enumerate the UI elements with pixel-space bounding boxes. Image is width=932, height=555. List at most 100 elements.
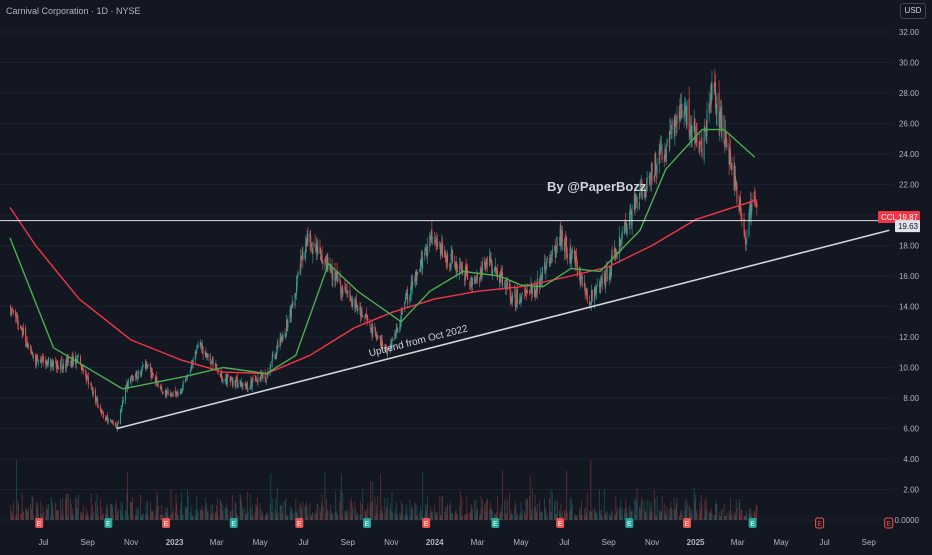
volume-bar (236, 515, 238, 520)
candle-body (412, 281, 414, 287)
volume-bar (301, 515, 303, 520)
candle-body (729, 152, 731, 165)
candle-body (62, 367, 64, 369)
candle-body (30, 348, 32, 355)
candle-body (50, 364, 52, 367)
volume-bar (618, 509, 620, 520)
volume-bar (65, 498, 67, 520)
volume-bar (305, 506, 307, 520)
volume-bar (476, 509, 478, 520)
candle-body (77, 355, 79, 363)
candle-body (65, 359, 67, 370)
volume-bar (25, 508, 27, 520)
volume-bar (339, 502, 341, 520)
volume-bar (20, 513, 22, 520)
candle-body (287, 320, 289, 328)
candle-body (421, 257, 423, 270)
volume-bar (475, 499, 477, 520)
candle-body (212, 359, 214, 364)
earnings-marker[interactable] (625, 518, 634, 528)
earnings-marker[interactable] (748, 518, 757, 528)
candle-body (65, 364, 67, 368)
candle-body (549, 258, 551, 267)
volume-bar (375, 504, 377, 520)
candle-body (290, 304, 292, 317)
candle-body (164, 390, 166, 394)
earnings-marker[interactable] (295, 518, 304, 528)
volume-bar (442, 495, 444, 520)
volume-bar (539, 499, 540, 520)
volume-bar (471, 506, 473, 520)
candle-body (490, 260, 492, 263)
volume-bar (387, 498, 389, 520)
volume-bar (231, 494, 233, 520)
volume-bar (608, 514, 610, 520)
volume-bar (450, 513, 452, 520)
candle-body (516, 290, 518, 306)
volume-bar (738, 502, 740, 520)
volume-bar (690, 514, 692, 520)
volume-bar (496, 511, 498, 520)
volume-bar (267, 513, 269, 520)
volume-bar (525, 498, 527, 520)
earnings-marker[interactable] (884, 517, 894, 529)
volume-bar (409, 500, 411, 520)
candle-body (749, 202, 751, 216)
candle-body (359, 306, 361, 310)
earnings-marker[interactable] (162, 518, 171, 528)
currency-button[interactable]: USD (900, 3, 926, 19)
volume-bar (663, 503, 665, 520)
volume-bar (85, 507, 87, 520)
candle-body (25, 340, 27, 346)
candle-body (524, 290, 526, 292)
volume-bar (673, 497, 675, 520)
candle-body (292, 303, 294, 306)
volume-bar (21, 492, 23, 520)
earnings-marker[interactable] (815, 517, 825, 529)
candle-body (671, 120, 673, 130)
candle-body (195, 352, 197, 355)
candle-body (364, 318, 366, 320)
earnings-marker[interactable] (363, 518, 372, 528)
volume-bar (62, 497, 64, 520)
candle-body (132, 377, 134, 381)
earnings-marker[interactable] (104, 518, 113, 528)
candle-body (613, 248, 615, 256)
volume-bar (686, 503, 688, 520)
volume-bar (509, 514, 511, 520)
candle-body (675, 123, 677, 125)
earnings-marker[interactable] (491, 518, 500, 528)
candle-body (374, 326, 376, 328)
candle-body (347, 291, 349, 293)
volume-bar (578, 510, 580, 520)
candle-body (185, 376, 187, 382)
earnings-marker[interactable] (556, 518, 565, 528)
candle-body (509, 291, 511, 299)
volume-bar (110, 503, 111, 520)
candle-body (461, 264, 463, 271)
volume-bar (172, 512, 173, 520)
candle-body (694, 118, 696, 144)
earnings-marker[interactable] (229, 518, 238, 528)
earnings-marker[interactable] (422, 518, 431, 528)
earnings-marker[interactable] (35, 518, 44, 528)
volume-bar (141, 515, 143, 520)
volume-bar (77, 508, 79, 520)
candle-body (146, 362, 148, 368)
volume-bar (140, 515, 142, 520)
volume-bar (600, 514, 602, 520)
candle-body (297, 272, 299, 277)
volume-bar (668, 509, 670, 520)
volume-bar (205, 507, 207, 520)
volume-bar (585, 506, 587, 520)
volume-bar (469, 511, 471, 520)
volume-bar (186, 489, 188, 520)
candle-body (307, 233, 309, 243)
candle-body (573, 249, 575, 255)
earnings-marker[interactable] (683, 518, 692, 528)
price-axis-label: 6.00 (903, 425, 919, 434)
volume-bar (55, 502, 57, 520)
candle-body (311, 249, 313, 254)
